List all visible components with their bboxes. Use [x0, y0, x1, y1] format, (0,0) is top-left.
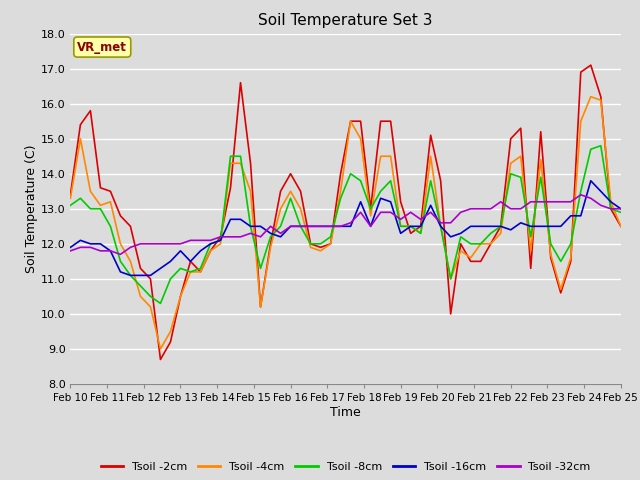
Tsoil -8cm	[77, 195, 84, 201]
Tsoil -4cm	[417, 230, 424, 236]
Tsoil -32cm	[387, 209, 394, 215]
Tsoil -4cm	[617, 223, 625, 229]
Tsoil -8cm	[497, 223, 504, 229]
Tsoil -8cm	[387, 178, 394, 184]
Tsoil -2cm	[617, 223, 625, 229]
Tsoil -16cm	[67, 244, 74, 250]
Tsoil -4cm	[77, 136, 84, 142]
Line: Tsoil -32cm: Tsoil -32cm	[70, 195, 621, 254]
Tsoil -16cm	[497, 223, 504, 229]
Tsoil -4cm	[387, 154, 394, 159]
Tsoil -8cm	[276, 223, 284, 229]
Tsoil -2cm	[497, 223, 504, 229]
Tsoil -4cm	[437, 223, 445, 229]
Tsoil -32cm	[497, 199, 504, 204]
Tsoil -16cm	[276, 234, 284, 240]
Tsoil -32cm	[116, 252, 124, 257]
Legend: Tsoil -2cm, Tsoil -4cm, Tsoil -8cm, Tsoil -16cm, Tsoil -32cm: Tsoil -2cm, Tsoil -4cm, Tsoil -8cm, Tsoi…	[96, 457, 595, 477]
Tsoil -32cm	[67, 248, 74, 254]
Tsoil -8cm	[157, 300, 164, 306]
Tsoil -32cm	[437, 220, 445, 226]
Tsoil -2cm	[77, 122, 84, 128]
Tsoil -2cm	[67, 192, 74, 198]
Tsoil -8cm	[67, 203, 74, 208]
Tsoil -2cm	[157, 357, 164, 362]
Y-axis label: Soil Temperature (C): Soil Temperature (C)	[25, 144, 38, 273]
Tsoil -16cm	[437, 223, 445, 229]
Tsoil -8cm	[617, 209, 625, 215]
Title: Soil Temperature Set 3: Soil Temperature Set 3	[259, 13, 433, 28]
Tsoil -4cm	[497, 230, 504, 236]
Tsoil -8cm	[417, 230, 424, 236]
Tsoil -2cm	[387, 118, 394, 124]
Line: Tsoil -8cm: Tsoil -8cm	[70, 146, 621, 303]
Tsoil -4cm	[157, 346, 164, 352]
Tsoil -2cm	[417, 223, 424, 229]
Tsoil -4cm	[276, 206, 284, 212]
Tsoil -16cm	[127, 273, 134, 278]
Tsoil -32cm	[577, 192, 584, 198]
Tsoil -2cm	[587, 62, 595, 68]
Tsoil -4cm	[67, 195, 74, 201]
Tsoil -32cm	[77, 244, 84, 250]
Tsoil -8cm	[437, 223, 445, 229]
Line: Tsoil -4cm: Tsoil -4cm	[70, 96, 621, 349]
Tsoil -32cm	[276, 230, 284, 236]
Tsoil -8cm	[597, 143, 605, 149]
X-axis label: Time: Time	[330, 406, 361, 419]
Tsoil -32cm	[417, 216, 424, 222]
Tsoil -2cm	[437, 178, 445, 184]
Line: Tsoil -2cm: Tsoil -2cm	[70, 65, 621, 360]
Tsoil -16cm	[77, 238, 84, 243]
Text: VR_met: VR_met	[77, 40, 127, 54]
Tsoil -4cm	[587, 94, 595, 99]
Line: Tsoil -16cm: Tsoil -16cm	[70, 181, 621, 276]
Tsoil -2cm	[276, 188, 284, 194]
Tsoil -16cm	[417, 223, 424, 229]
Tsoil -32cm	[617, 206, 625, 212]
Tsoil -16cm	[617, 206, 625, 212]
Tsoil -16cm	[587, 178, 595, 184]
Tsoil -16cm	[387, 199, 394, 204]
